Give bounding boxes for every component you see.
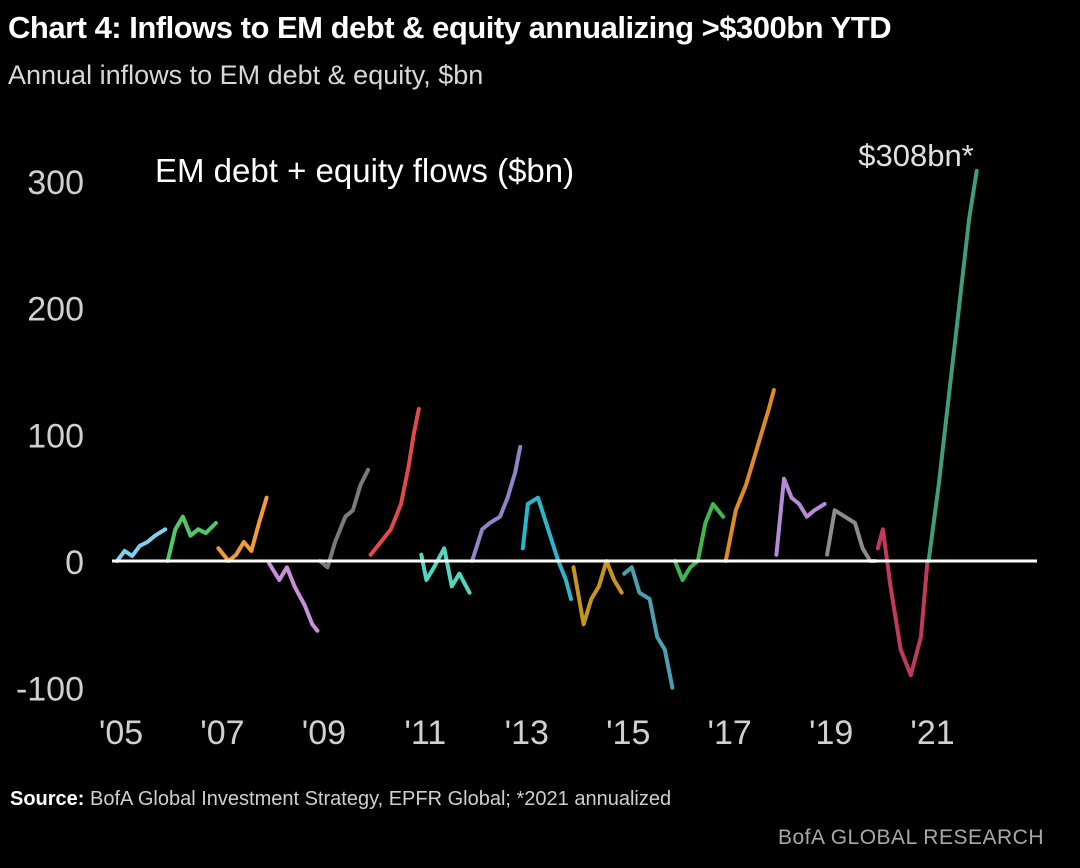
y-axis: 300 200 100 0 -100 (16, 164, 84, 709)
series-line-13 (723, 388, 776, 563)
x-tick-label: '15 (606, 714, 650, 752)
brand-label: BofA GLOBAL RESEARCH (778, 826, 1044, 849)
chart-subtitle: Annual inflows to EM debt & equity, $bn (8, 60, 484, 90)
source-text: BofA Global Investment Strategy, EPFR Gl… (90, 788, 672, 810)
series-line-6 (368, 407, 421, 557)
peak-annotation: $308bn* (858, 138, 974, 173)
y-tick-label: -100 (16, 671, 84, 709)
series-line-2 (165, 514, 218, 563)
series-line-12 (672, 502, 726, 582)
series-line-3 (216, 495, 269, 563)
series-line-8 (470, 445, 523, 563)
x-tick-label: '09 (302, 714, 346, 752)
series-line-4 (267, 561, 320, 633)
series-line-14 (774, 476, 827, 557)
chart-inner-title: EM debt + equity flows ($bn) (155, 152, 574, 189)
series-line-17 (926, 168, 979, 563)
series-line-7 (419, 546, 472, 595)
source-note: Source: BofA Global Investment Strategy,… (10, 788, 671, 811)
series-line-1 (115, 527, 168, 563)
source-label: Source: (10, 788, 85, 810)
series-group (115, 168, 979, 690)
y-tick-label: 0 (65, 544, 84, 582)
y-tick-label: 100 (27, 417, 84, 455)
y-tick-label: 300 (27, 164, 84, 202)
series-line-10 (571, 559, 624, 627)
chart-title: Chart 4: Inflows to EM debt & equity ann… (8, 10, 892, 45)
series-line-15 (825, 508, 878, 563)
series-line-16 (875, 527, 930, 677)
x-tick-label: '11 (404, 714, 446, 752)
series-line-11 (622, 565, 675, 690)
series-line-5 (317, 467, 371, 570)
x-tick-label: '21 (910, 714, 954, 752)
x-tick-label: '13 (505, 714, 549, 752)
x-tick-label: '07 (200, 714, 244, 752)
x-tick-label: '19 (809, 714, 853, 752)
x-tick-label: '17 (708, 714, 752, 752)
series-line-9 (520, 495, 573, 601)
x-tick-label: '05 (99, 714, 143, 752)
x-axis: '05 '07 '09 '11 '13 '15 '17 '19 '21 (99, 714, 955, 752)
y-tick-label: 200 (27, 291, 84, 329)
